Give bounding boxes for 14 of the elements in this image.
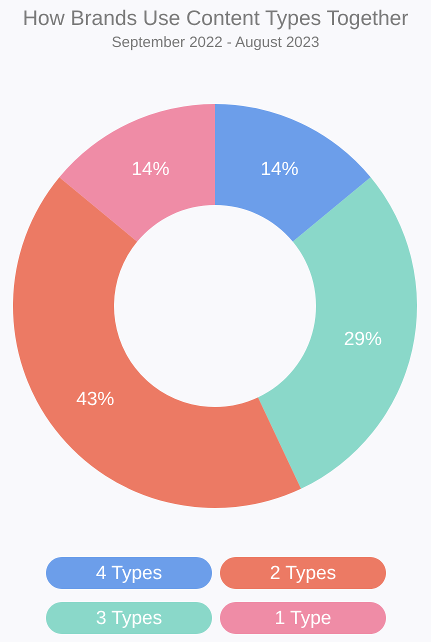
chart-subtitle: September 2022 - August 2023 (112, 34, 320, 51)
legend-label: 3 Types (96, 608, 162, 629)
data-label: 43% (76, 388, 114, 410)
legend-label: 2 Types (270, 563, 336, 584)
data-label: 14% (131, 158, 170, 180)
legend-label: 4 Types (96, 563, 162, 584)
data-label: 14% (260, 158, 299, 180)
donut-slice (13, 177, 302, 508)
donut-slice (215, 104, 371, 242)
donut-slice (258, 177, 417, 489)
data-label: 29% (344, 329, 382, 350)
chart-title: How Brands Use Content Types Together (22, 7, 408, 30)
donut-slice (59, 104, 215, 242)
legend-label: 1 Type (274, 608, 332, 629)
